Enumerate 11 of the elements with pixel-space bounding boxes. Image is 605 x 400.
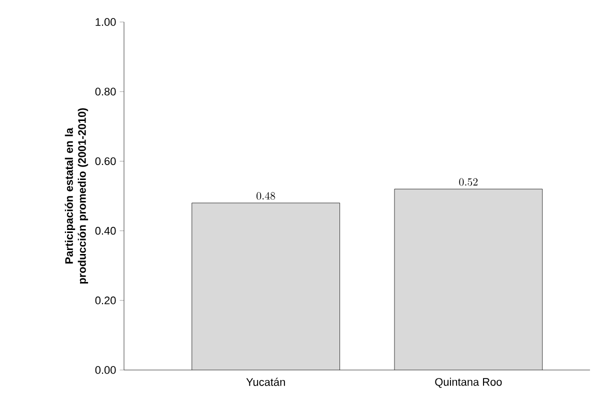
data-label: 0.48 bbox=[256, 192, 276, 200]
y-tick-label: 0.80 bbox=[95, 88, 116, 96]
y-tick-label: 0.00 bbox=[95, 366, 116, 374]
data-label: 0.52 bbox=[459, 178, 478, 186]
x-tick-label: Yucatán bbox=[246, 378, 285, 386]
y-tick-label: 0.60 bbox=[95, 157, 116, 166]
y-tick-label: 1.00 bbox=[96, 18, 116, 26]
x-tick-label: Quintana Roo bbox=[435, 378, 502, 388]
y-tick-label: 0.20 bbox=[95, 296, 116, 304]
y-axis-title: Participación estatal en la producción promedio (2001-2010) bbox=[64, 108, 88, 284]
y-tick-label: 0.40 bbox=[95, 226, 116, 235]
